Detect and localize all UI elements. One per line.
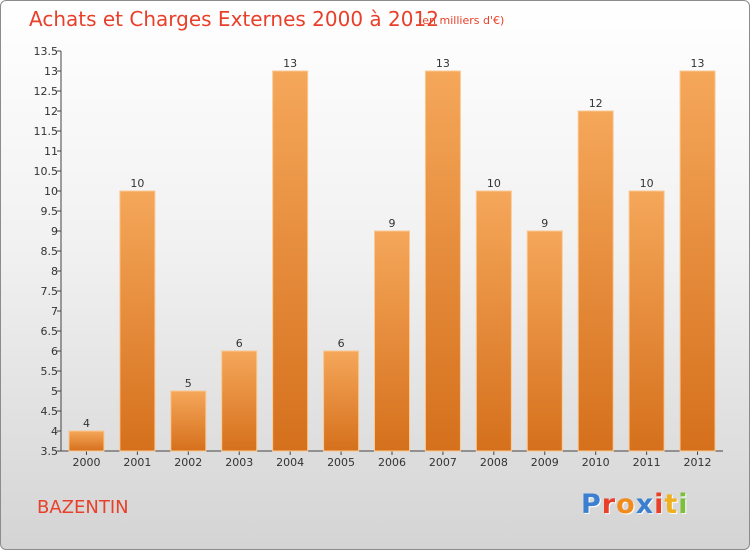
x-tick-label: 2006: [378, 456, 406, 469]
data-label-2001: 10: [130, 177, 144, 190]
y-tick-label: 11: [44, 145, 58, 158]
bar-2004: [272, 70, 309, 452]
x-tick-label: 2009: [531, 456, 559, 469]
bar-2009: [526, 230, 563, 452]
x-tick-label: 2007: [429, 456, 457, 469]
bar-2006: [374, 230, 410, 452]
y-tick-label: 8.5: [41, 245, 59, 258]
y-tick-label: 5.5: [41, 365, 59, 378]
bar-2012: [679, 70, 716, 452]
data-label-2006: 9: [389, 217, 396, 230]
y-tick-label: 13: [44, 65, 58, 78]
y-tick-label: 10.5: [34, 165, 59, 178]
logo-letter: x: [635, 489, 655, 520]
bar-2010: [577, 110, 614, 452]
y-tick-label: 6: [51, 345, 58, 358]
data-label-2007: 13: [436, 57, 450, 70]
x-tick-label: 2003: [225, 456, 253, 469]
data-label-2009: 9: [541, 217, 548, 230]
y-tick-label: 9.5: [41, 205, 59, 218]
y-tick-label: 13.5: [34, 45, 59, 58]
logo-letter: o: [616, 489, 636, 520]
logo-letter: P: [581, 489, 602, 520]
x-tick-label: 2011: [633, 456, 661, 469]
logo-letter: t: [664, 489, 679, 520]
x-tick-label: 2012: [684, 456, 712, 469]
x-tick-label: 2005: [327, 456, 355, 469]
y-tick-label: 7: [51, 305, 58, 318]
x-tick-label: 2000: [72, 456, 100, 469]
data-label-2008: 10: [487, 177, 501, 190]
chart-title: Achats et Charges Externes 2000 à 2012: [29, 7, 439, 31]
bars: [68, 70, 716, 452]
data-label-2000: 4: [83, 417, 90, 430]
x-tick-label: 2002: [174, 456, 202, 469]
y-tick-label: 11.5: [34, 125, 59, 138]
town-name: BAZENTIN: [37, 497, 129, 518]
bar-2007: [424, 70, 461, 452]
x-tick-label: 2010: [582, 456, 610, 469]
y-tick-label: 8: [51, 265, 58, 278]
data-label-2004: 13: [283, 57, 297, 70]
data-label-2012: 13: [691, 57, 705, 70]
data-label-2011: 10: [640, 177, 654, 190]
y-tick-label: 10: [44, 185, 58, 198]
bar-2003: [221, 350, 258, 452]
x-tick-label: 2001: [123, 456, 151, 469]
logo-letter: i: [678, 489, 689, 520]
bar-2008: [475, 190, 512, 452]
x-tick-label: 2008: [480, 456, 508, 469]
bar-2002: [170, 390, 207, 452]
bar-2001: [119, 190, 156, 452]
logo-letter: r: [601, 489, 617, 520]
bar-2011: [628, 190, 665, 452]
chart-unit: (en milliers d'€): [418, 14, 505, 27]
y-tick-label: 4: [51, 425, 58, 438]
data-label-2010: 12: [589, 97, 603, 110]
proxiti-logo: Proxiti: [581, 489, 689, 520]
y-tick-label: 9: [51, 225, 58, 238]
data-labels: 4 10 5 6 13 6 9 13 10 9 12 10 13: [83, 57, 705, 430]
y-tick-label: 6.5: [41, 325, 59, 338]
data-label-2005: 6: [338, 337, 345, 350]
data-label-2003: 6: [236, 337, 243, 350]
logo-letter: i: [654, 489, 665, 520]
x-tick-label: 2004: [276, 456, 304, 469]
y-tick-label: 5: [51, 385, 58, 398]
bar-2000: [68, 430, 105, 452]
y-tick-label: 7.5: [41, 285, 59, 298]
data-label-2002: 5: [185, 377, 192, 390]
y-tick-label: 4.5: [41, 405, 59, 418]
y-tick-label: 3.5: [41, 445, 59, 458]
y-tick-label: 12: [44, 105, 58, 118]
y-tick-label: 12.5: [34, 85, 59, 98]
axes: 3.5 4 4.5 5 5.5 6 6.5 7 7.5 8 8.5 9 9.5 10 10.5 11 11.5 1…: [34, 45, 723, 469]
bar-2005: [323, 350, 360, 452]
